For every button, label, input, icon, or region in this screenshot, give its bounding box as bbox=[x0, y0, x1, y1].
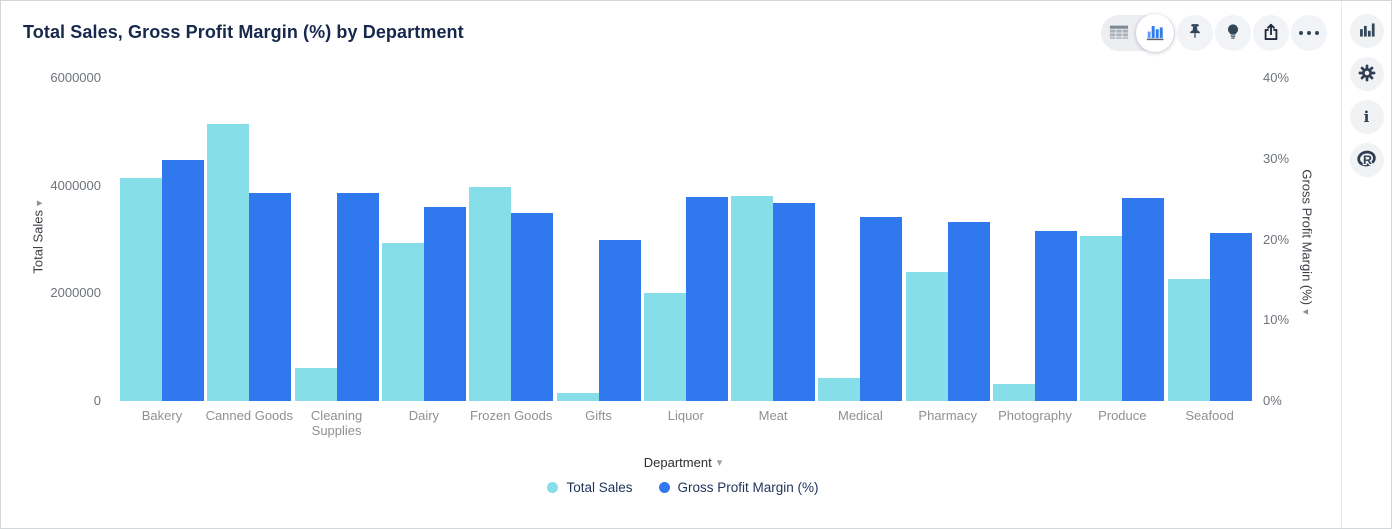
export-icon bbox=[1261, 22, 1281, 45]
insights-button[interactable] bbox=[1215, 15, 1251, 51]
bar-gross-profit-margin-0[interactable] bbox=[162, 159, 204, 401]
bar-gross-profit-margin-6[interactable] bbox=[685, 196, 728, 401]
r-logo-icon: R bbox=[1356, 148, 1378, 173]
chart-type-button[interactable] bbox=[1349, 14, 1384, 48]
department-dropdown[interactable]: Department ▾ bbox=[644, 455, 722, 470]
bar-gross-profit-margin-12[interactable] bbox=[1209, 233, 1252, 401]
left-axis-tick: 2000000 bbox=[50, 285, 101, 301]
right-axis-tick: 0% bbox=[1263, 393, 1282, 408]
bar-gross-profit-margin-10[interactable] bbox=[1035, 231, 1077, 401]
toolbar bbox=[1101, 14, 1327, 52]
bar-gross-profit-margin-8[interactable] bbox=[860, 216, 903, 401]
pin-button[interactable] bbox=[1177, 15, 1213, 51]
bar-gross-profit-margin-2[interactable] bbox=[336, 193, 379, 401]
table-view-button[interactable] bbox=[1102, 16, 1136, 50]
r-logo-button[interactable]: R bbox=[1349, 143, 1384, 177]
legend-item-0[interactable]: Total Sales bbox=[547, 480, 633, 495]
x-axis-label-9: Pharmacy bbox=[918, 408, 977, 423]
bar-gross-profit-margin-3[interactable] bbox=[423, 207, 466, 401]
caret-down-icon: ▾ bbox=[716, 457, 723, 469]
table-view-icon bbox=[1109, 23, 1129, 44]
info-icon: i bbox=[1363, 107, 1370, 126]
bar-total-sales-0[interactable] bbox=[120, 177, 162, 401]
x-axis-label-12: Seafood bbox=[1185, 408, 1234, 423]
x-axis-label-3: Dairy bbox=[408, 408, 440, 423]
x-axis-label-0: Bakery bbox=[141, 408, 183, 423]
left-axis-tick: 6000000 bbox=[50, 70, 101, 85]
bar-total-sales-11[interactable] bbox=[1080, 236, 1123, 401]
bar-chart-view-icon bbox=[1144, 21, 1166, 46]
more-options-button[interactable] bbox=[1291, 15, 1327, 51]
bar-total-sales-4[interactable] bbox=[469, 187, 512, 401]
bar-gross-profit-margin-1[interactable] bbox=[249, 192, 292, 401]
chart-type-icon bbox=[1358, 21, 1376, 42]
bar-total-sales-9[interactable] bbox=[905, 271, 948, 401]
bar-gross-profit-margin-7[interactable] bbox=[773, 203, 816, 401]
legend-item-1[interactable]: Gross Profit Margin (%) bbox=[658, 480, 819, 495]
settings-button[interactable] bbox=[1349, 57, 1384, 91]
x-axis-label-10: Photography bbox=[998, 408, 1072, 423]
bar-gross-profit-margin-4[interactable] bbox=[511, 212, 554, 401]
legend-label-1: Gross Profit Margin (%) bbox=[677, 480, 819, 495]
chart-panel: Total Sales, Gross Profit Margin (%) by … bbox=[1, 1, 1341, 528]
x-axis-label-7: Meat bbox=[758, 408, 788, 423]
bar-gross-profit-margin-9[interactable] bbox=[947, 221, 990, 401]
settings-gear-icon bbox=[1357, 63, 1377, 86]
right-axis-tick: 20% bbox=[1263, 231, 1290, 247]
bar-total-sales-5[interactable] bbox=[556, 392, 599, 401]
left-axis-tick: 0 bbox=[93, 393, 101, 408]
bar-total-sales-12[interactable] bbox=[1167, 279, 1210, 401]
left-axis-title[interactable]: Total Sales ▾ bbox=[31, 200, 46, 273]
bar-total-sales-10[interactable] bbox=[993, 384, 1035, 401]
right-axis-tick: 40% bbox=[1263, 70, 1290, 85]
left-axis-tick: 4000000 bbox=[50, 177, 101, 193]
bar-gross-profit-margin-5[interactable] bbox=[598, 239, 641, 401]
bar-total-sales-7[interactable] bbox=[731, 196, 774, 401]
pin-icon bbox=[1185, 22, 1205, 45]
x-axis-label-5: Gifts bbox=[585, 408, 612, 423]
svg-text:R: R bbox=[1362, 152, 1371, 166]
x-axis-control-row: Department ▾ bbox=[111, 455, 1255, 470]
plot-area bbox=[111, 78, 1255, 401]
department-dropdown-label: Department bbox=[643, 455, 712, 470]
right-axis-tick: 30% bbox=[1263, 150, 1290, 166]
bar-total-sales-6[interactable] bbox=[643, 293, 686, 401]
x-axis-label-6: Liquor bbox=[667, 408, 704, 423]
x-axis-label-2: Cleaning Supplies bbox=[310, 408, 363, 438]
right-axis-tick: 10% bbox=[1263, 312, 1290, 328]
info-button[interactable]: i bbox=[1349, 100, 1384, 134]
legend: Total Sales Gross Profit Margin (%) bbox=[111, 480, 1255, 495]
x-axis-label-1: Canned Goods bbox=[205, 408, 294, 423]
lightbulb-icon bbox=[1223, 22, 1243, 45]
more-options-icon bbox=[1298, 30, 1320, 36]
x-axis-label-8: Medical bbox=[837, 408, 883, 423]
export-button[interactable] bbox=[1253, 15, 1289, 51]
legend-dot-0 bbox=[547, 482, 559, 493]
bar-total-sales-1[interactable] bbox=[207, 123, 250, 401]
bar-gross-profit-margin-11[interactable] bbox=[1122, 197, 1165, 401]
chart-view-button[interactable] bbox=[1136, 14, 1174, 52]
caret-down-icon: ▾ bbox=[33, 200, 46, 206]
x-axis-label-4: Frozen Goods bbox=[470, 408, 553, 423]
bar-total-sales-3[interactable] bbox=[381, 243, 424, 401]
page-title: Total Sales, Gross Profit Margin (%) by … bbox=[23, 22, 464, 42]
x-axis-label-11: Produce bbox=[1098, 408, 1147, 423]
view-toggle bbox=[1101, 14, 1175, 52]
right-rail: i R bbox=[1341, 1, 1391, 528]
bar-total-sales-2[interactable] bbox=[294, 367, 337, 401]
left-axis-title-text: Total Sales bbox=[30, 209, 46, 274]
legend-dot-1 bbox=[658, 482, 670, 493]
legend-label-0: Total Sales bbox=[566, 480, 633, 495]
bar-total-sales-8[interactable] bbox=[818, 377, 861, 401]
